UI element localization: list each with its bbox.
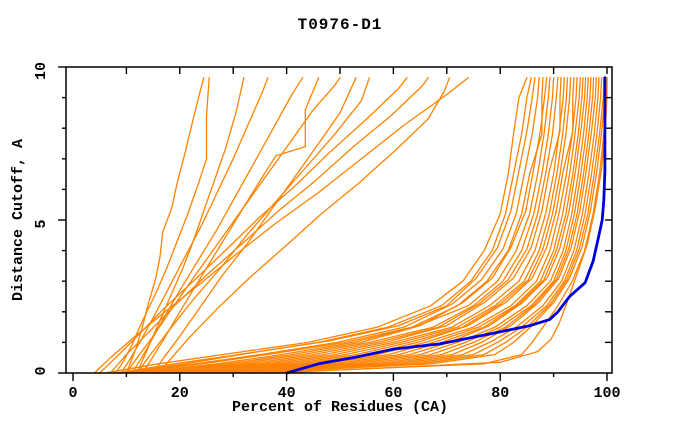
x-tick-label-40: 40 xyxy=(278,385,296,402)
model-curve-7 xyxy=(125,77,341,374)
model-curve-17 xyxy=(125,77,540,374)
x-tick-label-100: 100 xyxy=(593,385,620,402)
model-curve-34 xyxy=(189,77,595,374)
model-curve-11 xyxy=(109,77,429,374)
model-curve-41 xyxy=(275,77,608,374)
model-curve-26 xyxy=(147,77,572,374)
model-curve-36 xyxy=(211,77,600,374)
model-curve-35 xyxy=(200,77,597,374)
model-curve-33 xyxy=(179,77,592,374)
model-curve-38 xyxy=(232,77,605,374)
model-curve-29 xyxy=(157,77,581,374)
model-curves xyxy=(93,77,608,374)
highlight-curve-group xyxy=(285,76,607,375)
model-curve-21 xyxy=(136,77,555,374)
model-curve-18 xyxy=(125,77,544,374)
model-curve-1 xyxy=(125,77,205,374)
highlight-model-curve xyxy=(285,76,607,375)
model-curve-20 xyxy=(131,77,551,374)
x-axis-label: Percent of Residues (CA) xyxy=(231,399,449,416)
chart-title: T0976-D1 xyxy=(297,16,383,34)
model-curve-25 xyxy=(147,77,569,374)
model-curve-22 xyxy=(136,77,559,374)
model-curve-31 xyxy=(168,77,587,374)
model-curve-14 xyxy=(104,77,528,374)
model-curve-23 xyxy=(141,77,562,374)
model-curve-4 xyxy=(120,77,269,374)
model-curve-9 xyxy=(136,77,371,374)
model-curve-2 xyxy=(115,77,210,374)
model-curve-30 xyxy=(163,77,584,374)
x-axis-ticks: 0 20 40 60 80 100 xyxy=(68,373,621,402)
x-tick-label-20: 20 xyxy=(171,385,189,402)
top-axis-ticks xyxy=(125,67,608,74)
right-axis-ticks xyxy=(605,96,612,344)
model-curve-3 xyxy=(136,77,245,374)
x-tick-label-0: 0 xyxy=(68,385,77,402)
model-curve-8 xyxy=(152,77,357,374)
model-curve-5 xyxy=(131,77,304,374)
model-curve-28 xyxy=(152,77,578,374)
y-tick-label-10: 10 xyxy=(33,62,50,80)
y-tick-label-0: 0 xyxy=(33,366,50,375)
model-curve-6 xyxy=(141,77,320,374)
model-curve-19 xyxy=(131,77,548,374)
model-curve-13 xyxy=(93,77,469,374)
y-tick-label-5: 5 xyxy=(33,219,50,228)
model-curve-24 xyxy=(141,77,565,374)
model-curve-32 xyxy=(173,77,589,374)
x-tick-label-80: 80 xyxy=(491,385,509,402)
model-curve-37 xyxy=(221,77,603,374)
model-curve-39 xyxy=(248,77,607,374)
y-axis-ticks: 0 5 10 xyxy=(33,62,66,376)
model-curve-12 xyxy=(157,77,451,374)
model-curve-16 xyxy=(120,77,536,374)
model-curve-10 xyxy=(99,77,408,374)
x-tick-label-60: 60 xyxy=(384,385,402,402)
